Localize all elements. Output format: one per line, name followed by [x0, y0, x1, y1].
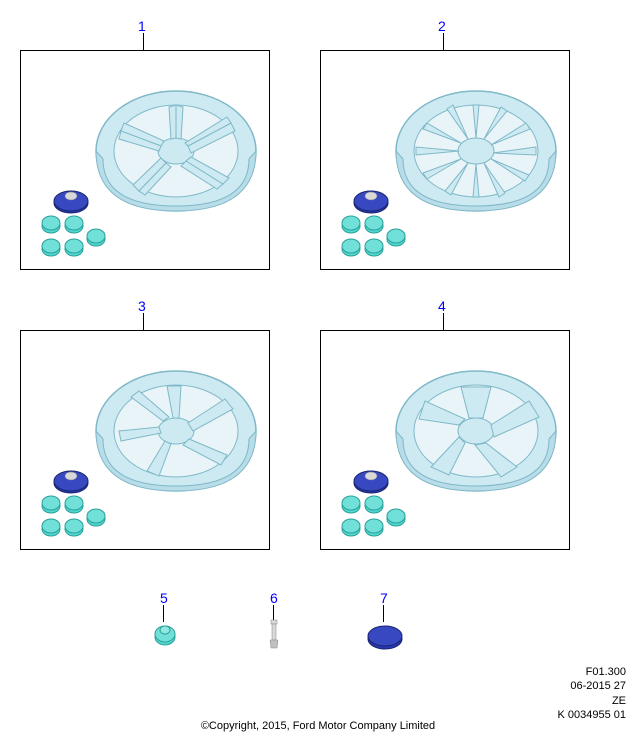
footer-reference: F01.300 06-2015 27 ZE K 0034955 01 — [557, 665, 626, 722]
callout-4: 4 — [438, 298, 446, 314]
callout-2: 2 — [438, 18, 446, 34]
callout-5: 5 — [160, 590, 168, 606]
lug-nuts-1 — [36, 211, 116, 271]
wheel-assembly-box-2 — [320, 50, 570, 270]
callout-1: 1 — [138, 18, 146, 34]
parts-diagram: 1 2 3 4 — [0, 0, 636, 741]
copyright-text: ©Copyright, 2015, Ford Motor Company Lim… — [0, 720, 636, 732]
callout-line-4 — [443, 313, 444, 330]
valve-stem-part-6 — [264, 618, 284, 653]
lug-nuts-4 — [336, 491, 416, 551]
lug-nut-part-5 — [150, 622, 180, 647]
wheel-assembly-box-4 — [320, 330, 570, 550]
lug-nuts-3 — [36, 491, 116, 551]
wheel-assembly-box-3 — [20, 330, 270, 550]
footer-line-1: F01.300 — [557, 665, 626, 679]
callout-6: 6 — [270, 590, 278, 606]
lug-nuts-2 — [336, 211, 416, 271]
callout-line-3 — [143, 313, 144, 330]
wheel-assembly-box-1 — [20, 50, 270, 270]
footer-line-3: ZE — [557, 694, 626, 708]
hub-cap-part-7 — [365, 622, 405, 652]
footer-line-2: 06-2015 27 — [557, 679, 626, 693]
callout-3: 3 — [138, 298, 146, 314]
callout-line-2 — [443, 33, 444, 50]
callout-7: 7 — [380, 590, 388, 606]
callout-line-7 — [383, 605, 384, 622]
callout-line-5 — [163, 605, 164, 622]
callout-line-1 — [143, 33, 144, 50]
